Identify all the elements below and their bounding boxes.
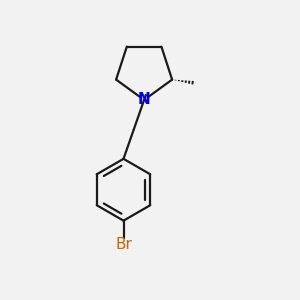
Text: N: N <box>138 92 151 107</box>
Text: Br: Br <box>115 237 132 252</box>
